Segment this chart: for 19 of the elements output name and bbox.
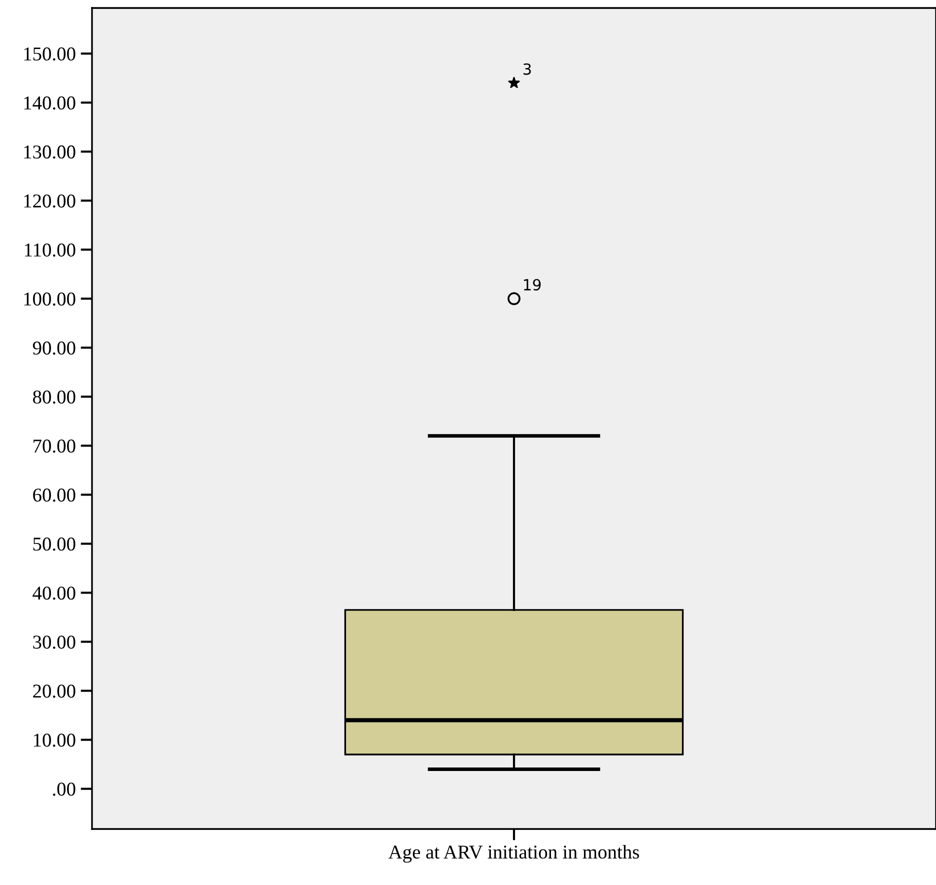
y-tick-label: 80.00 [33, 390, 76, 404]
annotation: 3 [524, 63, 531, 75]
annotation: 19 [524, 278, 541, 291]
y-tick-label: 50.00 [33, 538, 76, 551]
y-tick-label: 30.00 [33, 636, 76, 649]
y-tick-label: 100.00 [24, 292, 76, 306]
y-tick-label: 140.00 [24, 96, 76, 110]
y-tick-label: 90.00 [32, 341, 76, 355]
y-tick-label: 40.00 [32, 586, 76, 600]
y-tick-label: 70.00 [34, 440, 76, 453]
y-tick-label: 130.00 [24, 145, 76, 159]
y-tick-label: 110.00 [24, 243, 76, 257]
y-tick-label: 150.00 [24, 47, 76, 61]
y-tick-label: .00 [53, 782, 76, 796]
y-tick-label: 120.00 [24, 194, 76, 208]
y-tick-label: 10.00 [34, 734, 76, 747]
x-tick-label: Age at ARV initiation in months [388, 844, 640, 863]
y-tick-label: 60.00 [33, 488, 76, 502]
y-tick-label: 20.00 [33, 684, 76, 698]
